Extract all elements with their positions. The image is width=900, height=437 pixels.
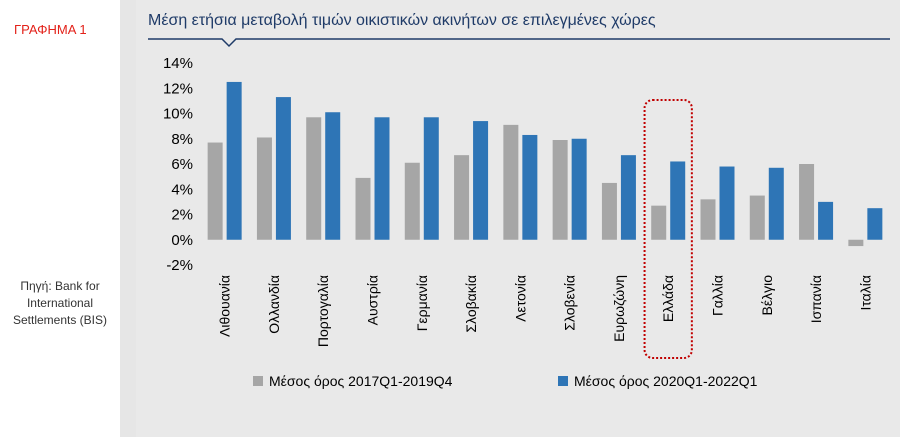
legend: Μέσος όρος 2017Q1-2019Q4 Μέσος όρος 2020Q… xyxy=(253,373,758,389)
y-tick-label: 12% xyxy=(163,80,193,97)
bar-2017-2019 xyxy=(454,155,470,240)
title-underline-line xyxy=(148,38,890,48)
bar-2017-2019 xyxy=(848,239,864,247)
x-tick-label: Σλοβενία xyxy=(562,275,578,331)
bar-2020-2022 xyxy=(275,97,291,240)
bars xyxy=(207,81,883,247)
source-note: Πηγή: Bank for International Settlements… xyxy=(12,279,108,327)
bar-2017-2019 xyxy=(799,164,815,240)
bar-2020-2022 xyxy=(226,81,242,240)
chart-title: Μέση ετήσια μεταβολή τιμών οικιστικών ακ… xyxy=(148,12,656,29)
highlight-outline xyxy=(643,99,693,359)
x-tick-label: Πορτογαλία xyxy=(315,275,331,347)
bar-2020-2022 xyxy=(571,138,587,240)
bar-2020-2022 xyxy=(670,161,686,240)
figure-label: ΓΡΑΦΗΜΑ 1 xyxy=(14,22,87,37)
bar-2017-2019 xyxy=(552,140,568,240)
y-tick-label: 10% xyxy=(163,106,193,123)
x-tick-label: Γαλλία xyxy=(710,275,726,316)
x-tick-label: Ισπανία xyxy=(808,275,824,323)
y-tick-label: 0% xyxy=(171,232,193,249)
x-axis-labels: Λιθουανία Ολλανδία Πορτογαλία Αυστρία Γερμαν… xyxy=(217,275,874,347)
x-tick-label: Βέλγιο xyxy=(759,275,775,316)
title-underline xyxy=(148,38,890,48)
bar-2017-2019 xyxy=(256,137,272,240)
legend-label: Μέσος όρος 2017Q1-2019Q4 xyxy=(269,373,453,389)
y-axis: 14% 12% 10% 8% 6% 4% 2% 0% -2% xyxy=(163,55,193,274)
x-tick-label: Αυστρία xyxy=(365,275,381,325)
bar-2020-2022 xyxy=(719,166,735,240)
x-tick-label: Λιθουανία xyxy=(217,275,233,337)
bar-2017-2019 xyxy=(404,162,420,240)
bar-2017-2019 xyxy=(503,124,519,240)
bar-2020-2022 xyxy=(473,121,489,240)
bar-2020-2022 xyxy=(423,117,439,240)
bar-2017-2019 xyxy=(749,195,765,240)
y-tick-label: 2% xyxy=(171,207,193,224)
panel-divider xyxy=(120,0,136,437)
bar-2020-2022 xyxy=(818,201,834,240)
bar-2017-2019 xyxy=(355,177,371,240)
x-tick-label: Ιταλία xyxy=(857,275,873,311)
bar-2020-2022 xyxy=(620,155,636,240)
legend-swatch xyxy=(558,376,568,386)
x-tick-label: Ολλανδία xyxy=(266,275,282,334)
bar-2020-2022 xyxy=(325,112,341,240)
bar-2017-2019 xyxy=(700,199,716,240)
bar-2020-2022 xyxy=(768,167,784,240)
bar-2020-2022 xyxy=(522,134,538,240)
bar-2017-2019 xyxy=(651,205,667,240)
legend-label: Μέσος όρος 2020Q1-2022Q1 xyxy=(574,373,758,389)
bar-2017-2019 xyxy=(207,142,223,240)
y-tick-label: 4% xyxy=(171,181,193,198)
x-tick-label: Ευρωζώνη xyxy=(611,275,627,342)
x-tick-label: Λετονία xyxy=(512,275,528,322)
legend-swatch xyxy=(253,376,263,386)
highlight-box xyxy=(643,99,693,359)
y-tick-label: 8% xyxy=(171,131,193,148)
x-tick-label: Ελλάδα xyxy=(660,275,676,322)
y-tick-label: -2% xyxy=(166,257,193,274)
x-tick-label: Σλοβακία xyxy=(463,275,479,333)
left-panel: ΓΡΑΦΗΜΑ 1 Πηγή: Bank for International S… xyxy=(0,0,120,437)
bar-2020-2022 xyxy=(867,208,883,240)
x-tick-label: Γερμανία xyxy=(414,275,430,331)
y-tick-label: 14% xyxy=(163,55,193,72)
bar-2020-2022 xyxy=(374,117,390,240)
y-tick-label: 6% xyxy=(171,156,193,173)
bar-2017-2019 xyxy=(306,117,322,240)
bar-2017-2019 xyxy=(601,182,617,240)
